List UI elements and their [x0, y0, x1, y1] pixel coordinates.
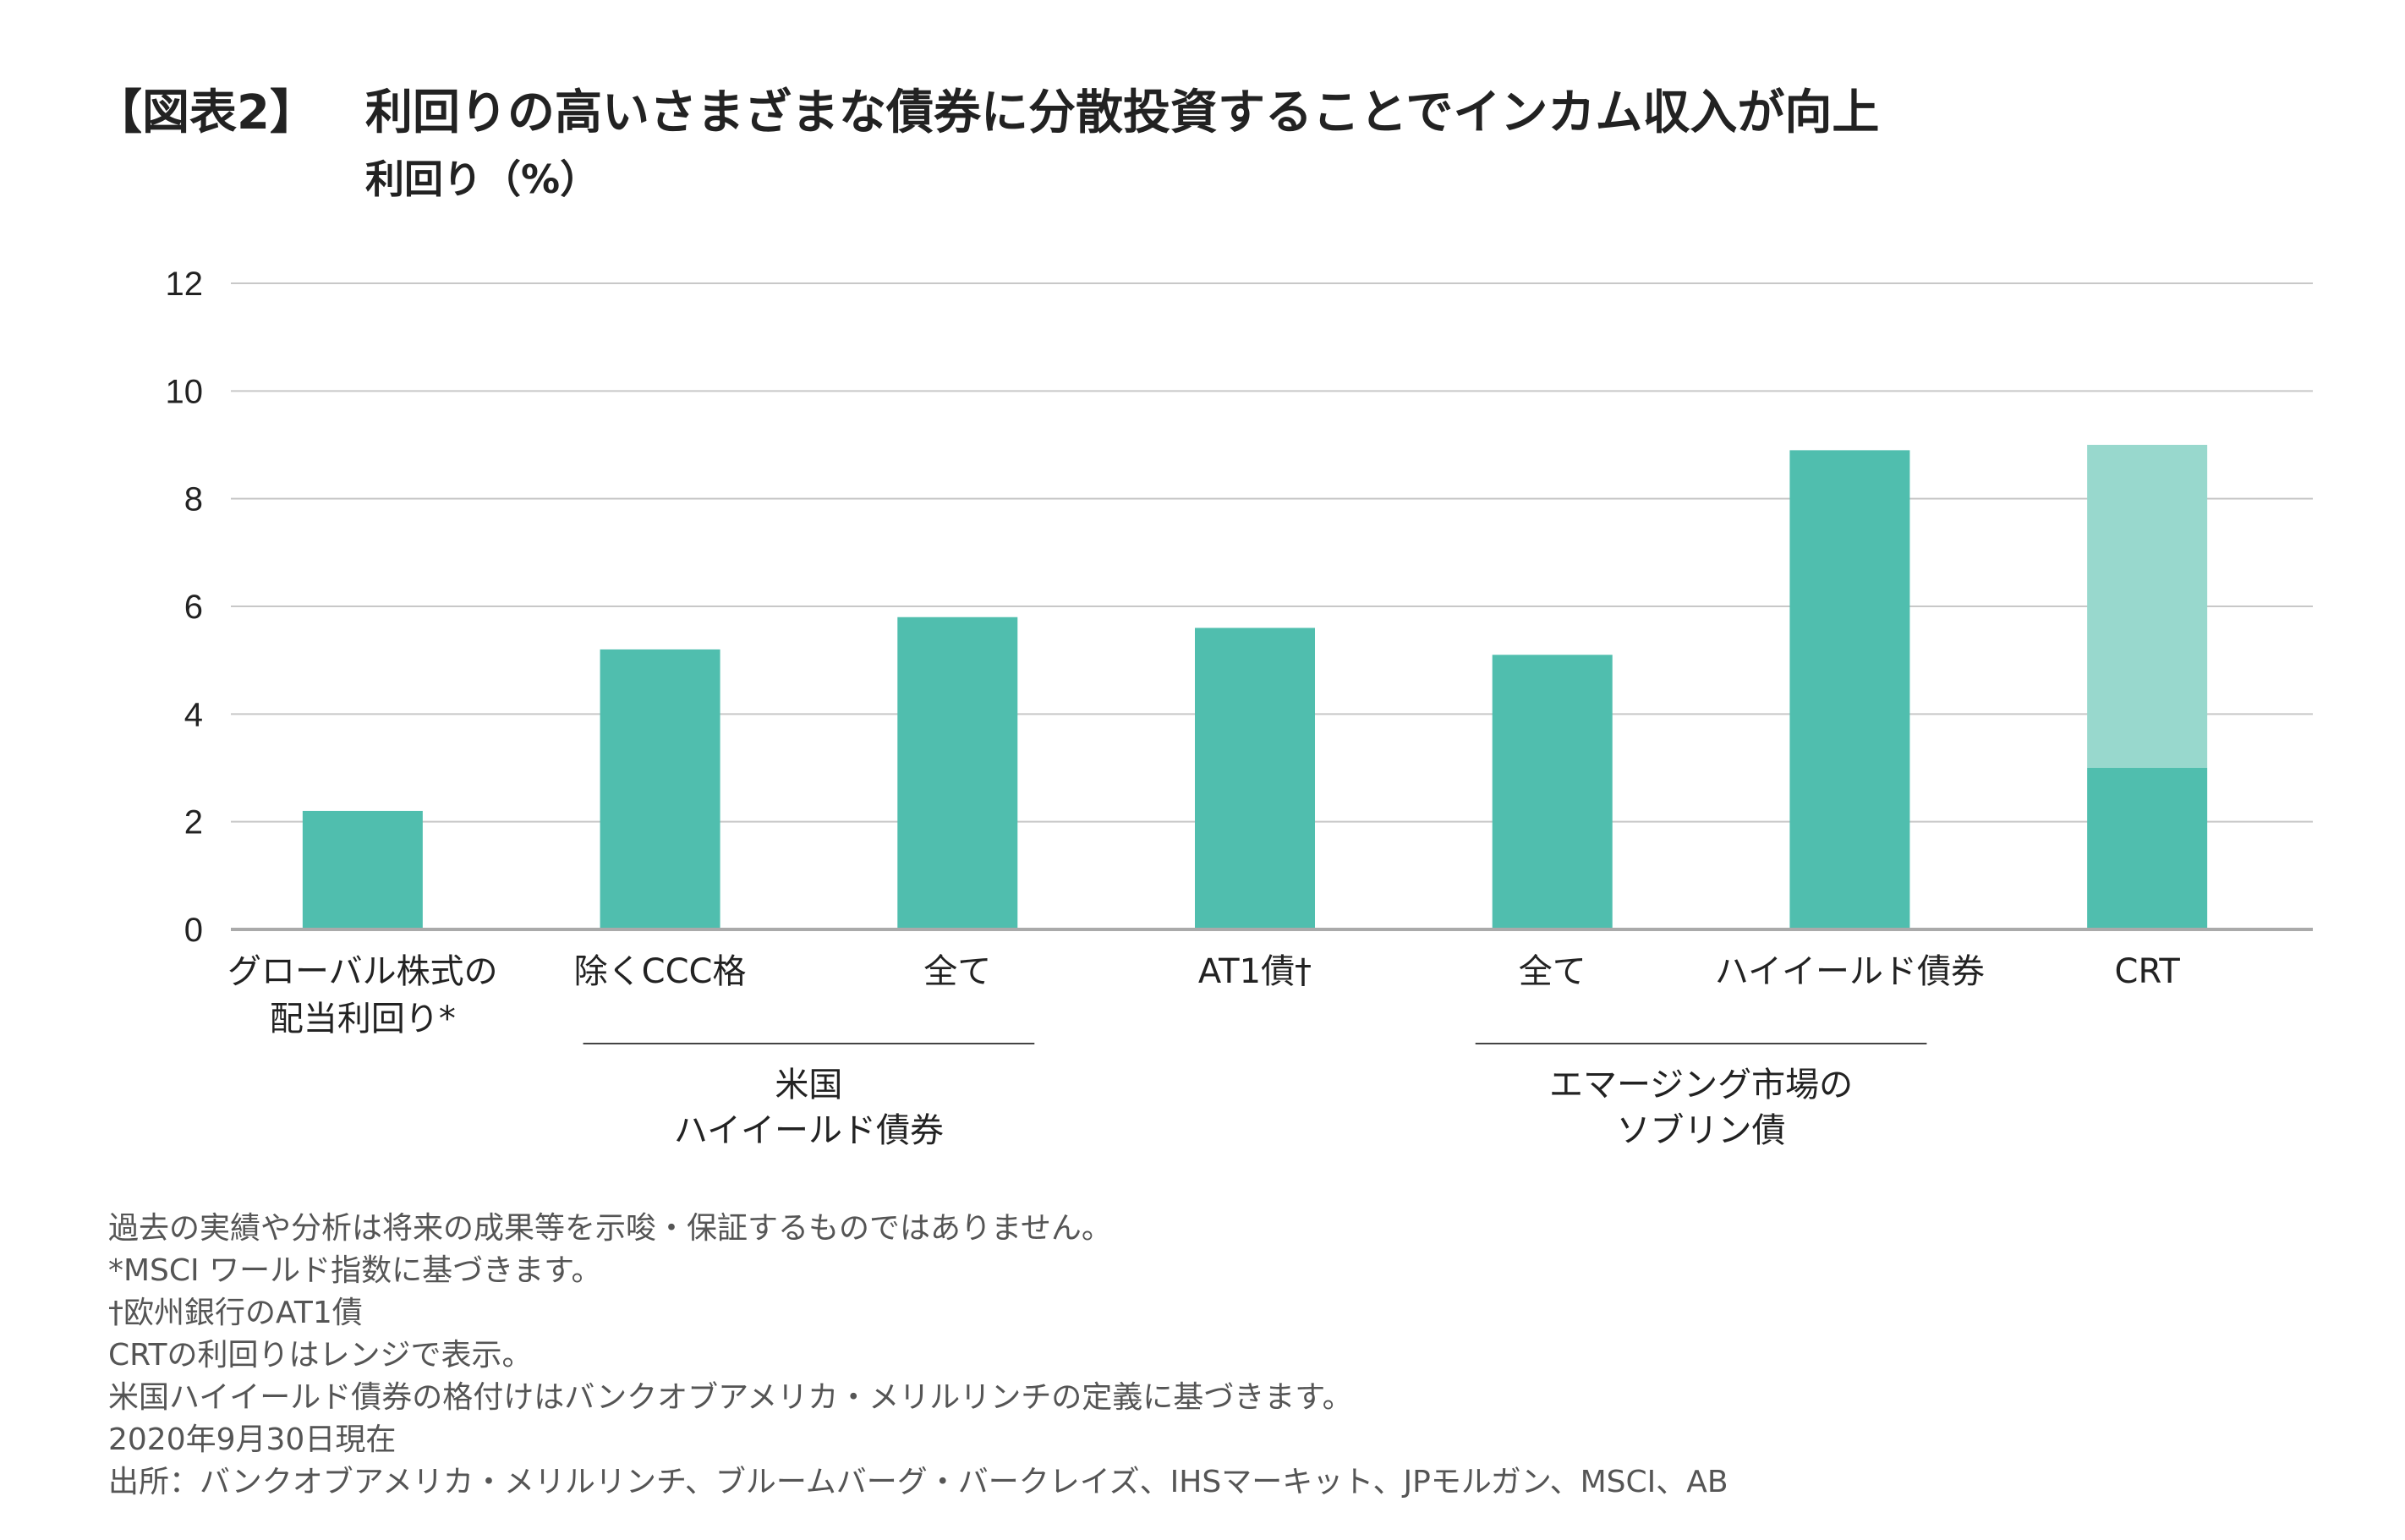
title-text: 利回りの高いさまざまな債券に分散投資することでインカム収入が向上 [365, 85, 1880, 140]
x-tick-label: 全て [1519, 952, 1586, 991]
group-label: ソブリン債 [1617, 1111, 1786, 1150]
x-tick-label: AT1債† [1198, 952, 1312, 991]
bar [302, 810, 423, 929]
bar [1789, 450, 1910, 929]
y-axis-label: 利回り（%） [365, 156, 600, 202]
note-line: 出所：バンクオブアメリカ・メリルリンチ、ブルームバーグ・バークレイズ、IHSマー… [108, 1465, 1728, 1499]
group-label: ハイイールド債券 [674, 1111, 944, 1150]
note-line: CRTの利回りはレンジで表示。 [108, 1338, 533, 1373]
y-tick-label: 10 [166, 373, 204, 410]
y-tick-label: 0 [184, 912, 203, 949]
y-tick-label: 2 [184, 804, 203, 841]
bar [600, 649, 720, 929]
x-tick-label: グローバル株式の [227, 952, 498, 991]
bar [1492, 655, 1613, 929]
y-tick-label: 8 [184, 481, 203, 518]
footnotes: 過去の実績や分析は将来の成果等を示唆・保証するものではありません。 *MSCI … [108, 1208, 1728, 1504]
bar [897, 617, 1018, 929]
note-line: 米国ハイイールド債券の格付けはバンクオブアメリカ・メリルリンチの定義に基づきます… [108, 1380, 1353, 1415]
range-bar [2087, 445, 2208, 768]
x-tick-label: CRT [2115, 952, 2181, 991]
group-label: 米国 [775, 1066, 842, 1104]
x-tick-label: ハイイールド債券 [1715, 952, 1985, 991]
bar [2087, 768, 2208, 929]
x-tick-label: 配当利回り* [270, 1000, 456, 1039]
group-label: エマージング市場の [1549, 1066, 1853, 1104]
x-tick-label: 全て [923, 952, 991, 991]
bar [1195, 628, 1315, 929]
note-line: 過去の実績や分析は将来の成果等を示唆・保証するものではありません。 [108, 1211, 1112, 1246]
y-tick-label: 6 [184, 589, 203, 626]
y-tick-label: 12 [166, 266, 204, 303]
y-tick-label: 4 [184, 696, 203, 733]
x-tick-label: 除くCCC格 [574, 952, 747, 991]
note-line: *MSCI ワールド指数に基づきます。 [108, 1253, 602, 1288]
note-line: †欧州銀行のAT1債 [108, 1296, 363, 1330]
chart-title: 【図表2】 利回りの高いさまざまな債券に分散投資することでインカム収入が向上 [95, 74, 1879, 143]
figure-tag: 【図表2】 [95, 85, 317, 140]
note-line: 2020年9月30日現在 [108, 1422, 397, 1457]
